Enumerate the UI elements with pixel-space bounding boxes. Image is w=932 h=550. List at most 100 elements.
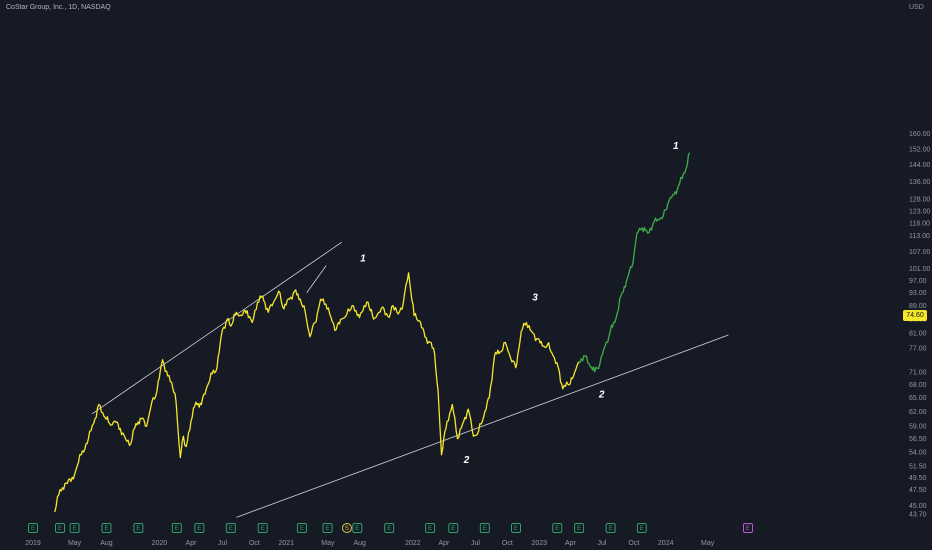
earnings-marker[interactable]: E — [55, 523, 66, 533]
upcoming-earnings-label: E — [746, 526, 750, 532]
currency-label: USD — [909, 4, 924, 11]
earnings-marker-box — [296, 523, 307, 533]
x-tick-label: 2020 — [152, 540, 168, 547]
earnings-marker[interactable]: E — [552, 523, 563, 533]
x-tick-label: May — [701, 540, 715, 547]
earnings-marker[interactable]: E — [194, 523, 205, 533]
x-tick-label: 2024 — [658, 540, 674, 547]
series-line-recent[interactable] — [578, 152, 691, 373]
x-tick-label: 2023 — [531, 540, 547, 547]
earnings-marker-box — [511, 523, 522, 533]
y-tick-label: 71.00 — [909, 369, 927, 376]
earnings-marker-box — [605, 523, 616, 533]
y-tick-label: 77.00 — [909, 346, 927, 353]
earnings-marker[interactable]: E — [69, 523, 80, 533]
earnings-marker-box — [636, 523, 647, 533]
x-tick-label: Aug — [100, 540, 113, 547]
wave-label: 2 — [598, 390, 605, 401]
y-tick-label: 123.00 — [909, 208, 931, 215]
event-marker-label: E — [428, 526, 432, 532]
x-tick-label: May — [321, 540, 335, 547]
wave-label: 2 — [463, 455, 470, 466]
earnings-marker-box — [55, 523, 66, 533]
event-marker-label: E — [483, 526, 487, 532]
price-series[interactable] — [54, 152, 691, 513]
trendline[interactable] — [306, 265, 327, 293]
wave-label: 3 — [532, 293, 538, 304]
earnings-marker[interactable]: E — [171, 523, 182, 533]
trendline[interactable] — [236, 334, 729, 518]
earnings-marker[interactable]: E — [28, 523, 38, 533]
event-marker-label: E — [229, 526, 233, 532]
x-tick-label: Jul — [218, 540, 227, 547]
event-marker-label: E — [197, 526, 201, 532]
y-tick-label: 65.00 — [909, 395, 927, 402]
earnings-marker[interactable]: E — [605, 523, 616, 533]
event-marker-label: E — [609, 526, 613, 532]
y-tick-label: 47.50 — [909, 487, 927, 494]
y-tick-label: 107.00 — [909, 249, 931, 256]
earnings-marker-box — [171, 523, 182, 533]
earnings-marker[interactable]: E — [479, 523, 490, 533]
x-tick-label: Apr — [186, 540, 198, 547]
earnings-marker[interactable]: E — [448, 523, 459, 533]
x-tick-label: Jul — [597, 540, 606, 547]
y-tick-label: 97.00 — [909, 278, 927, 285]
event-marker-label: E — [514, 526, 518, 532]
x-tick-label: 2019 — [25, 540, 41, 547]
event-marker-label: E — [326, 526, 330, 532]
split-marker-ring — [341, 523, 352, 533]
earnings-marker-box — [28, 523, 38, 533]
earnings-marker[interactable]: E — [574, 523, 585, 533]
earnings-marker[interactable]: E — [101, 523, 112, 533]
event-marker-label: E — [640, 526, 644, 532]
y-tick-label: 89.00 — [909, 303, 927, 310]
earnings-marker[interactable]: E — [425, 523, 436, 533]
trendline[interactable] — [91, 241, 342, 415]
earnings-marker[interactable]: E — [322, 523, 333, 533]
last-price-badge: 74.60 — [903, 310, 927, 321]
y-tick-label: 118.00 — [909, 220, 930, 227]
earnings-marker[interactable]: E — [636, 523, 647, 533]
earnings-marker-box — [352, 523, 363, 533]
y-tick-label: 59.00 — [909, 424, 927, 431]
trendlines[interactable] — [91, 241, 729, 518]
y-tick-label: 45.00 — [909, 503, 927, 510]
wave-label: 1 — [360, 253, 366, 264]
y-tick-label: 144.00 — [909, 162, 931, 169]
earnings-marker-box — [448, 523, 459, 533]
earnings-marker[interactable]: E — [511, 523, 522, 533]
earnings-marker[interactable]: E — [133, 523, 144, 533]
earnings-marker-box — [101, 523, 112, 533]
earnings-marker-box — [194, 523, 205, 533]
time-axis[interactable]: 2019 May Aug 2020 Apr Jul Oct 2021 May Aug 2022 Apr… — [25, 540, 715, 547]
y-tick-label: 51.50 — [909, 463, 927, 470]
earnings-marker-box — [574, 523, 585, 533]
event-marker-label: E — [136, 526, 140, 532]
split-marker[interactable]: S — [341, 523, 352, 533]
x-tick-label: Oct — [628, 540, 639, 547]
earnings-marker[interactable]: E — [257, 523, 268, 533]
series-line-history[interactable] — [54, 272, 580, 513]
event-marker-label: E — [555, 526, 559, 532]
y-tick-label: 68.00 — [909, 382, 927, 389]
y-tick-label: 128.00 — [909, 197, 931, 204]
earnings-marker[interactable]: E — [384, 523, 395, 533]
chart-title: CoStar Group, Inc., 1D, NASDAQ — [6, 4, 111, 11]
earnings-marker-box — [322, 523, 333, 533]
event-marker-label: E — [104, 526, 108, 532]
x-tick-label: Jul — [471, 540, 480, 547]
earnings-marker[interactable]: E — [225, 523, 236, 533]
event-marker-label: E — [58, 526, 62, 532]
price-axis[interactable]: USD 43.70 45.00 47.50 49.50 51.50 54.00 56.50 5… — [909, 4, 931, 519]
earnings-marker[interactable]: E — [296, 523, 307, 533]
earnings-marker-box — [479, 523, 490, 533]
event-marker-label: E — [577, 526, 581, 532]
x-tick-label: Oct — [502, 540, 513, 547]
upcoming-earnings-marker: E — [743, 523, 753, 533]
earnings-marker[interactable]: E — [352, 523, 363, 533]
event-marker-label: E — [73, 526, 77, 532]
y-tick-label: 49.50 — [909, 475, 927, 482]
